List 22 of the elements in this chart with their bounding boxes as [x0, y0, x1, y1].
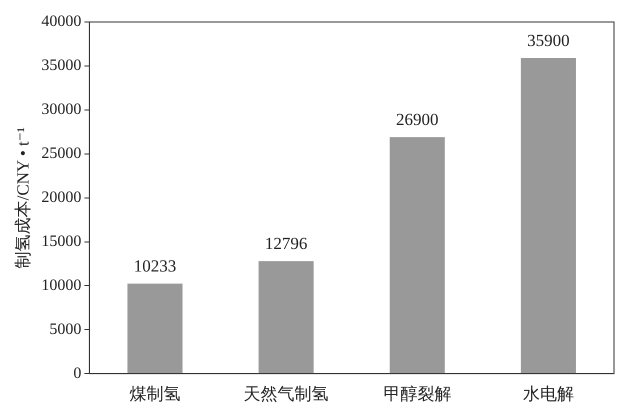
y-tick-label: 5000 — [49, 320, 82, 338]
y-tick-label: 25000 — [41, 145, 82, 162]
y-axis-title: 制氢成本/CNY • t⁻¹ — [14, 127, 33, 268]
y-tick-label: 35000 — [41, 57, 82, 74]
bar — [390, 137, 445, 374]
x-tick-label: 天然气制氢 — [244, 384, 329, 404]
x-tick-label: 煤制氢 — [129, 384, 180, 404]
x-tick-label: 甲醇裂解 — [383, 384, 452, 404]
data-label: 10233 — [134, 256, 176, 276]
y-tick-label: 40000 — [41, 13, 82, 30]
y-tick-label: 30000 — [41, 101, 82, 118]
bar — [127, 284, 183, 374]
y-tick-label: 0 — [73, 364, 82, 382]
bar — [258, 261, 314, 374]
y-tick-label: 20000 — [41, 189, 82, 206]
x-tick-label: 水电解 — [522, 384, 574, 404]
data-label: 26900 — [396, 110, 439, 130]
y-tick-label: 15000 — [41, 232, 82, 250]
y-tick-label: 10000 — [41, 276, 82, 294]
data-label: 12796 — [264, 234, 308, 254]
bar — [520, 58, 576, 374]
data-label: 35900 — [527, 31, 570, 50]
